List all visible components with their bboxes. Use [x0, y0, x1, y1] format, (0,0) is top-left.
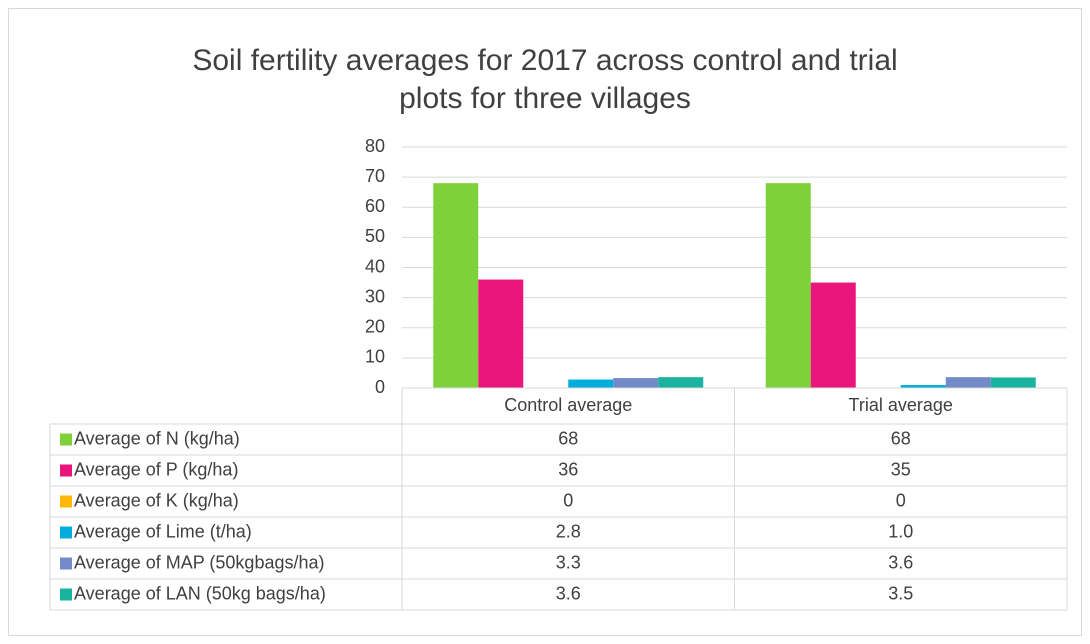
x-tick-label: Control average	[504, 395, 632, 415]
bar	[658, 377, 704, 388]
table-value: 3.3	[556, 552, 581, 572]
legend-label: Average of LAN (50kg bags/ha)	[74, 583, 326, 603]
table-value: 36	[558, 459, 578, 479]
legend-key	[60, 464, 72, 477]
bar	[765, 183, 811, 388]
y-tick-label: 0	[375, 377, 385, 397]
bar	[613, 378, 659, 388]
table-value: 3.6	[888, 552, 913, 572]
y-tick-label: 30	[365, 286, 385, 306]
bar	[945, 377, 991, 388]
x-tick-label: Trial average	[849, 395, 953, 415]
y-tick-label: 50	[365, 226, 385, 246]
legend-label: Average of P (kg/ha)	[74, 459, 238, 479]
y-tick-label: 80	[365, 136, 385, 156]
legend-label: Average of MAP (50kgbags/ha)	[74, 552, 325, 572]
bar	[478, 279, 524, 388]
y-tick-label: 70	[365, 166, 385, 186]
legend-key	[60, 557, 72, 570]
chart-title: Soil fertility averages for 2017 across …	[192, 44, 897, 115]
table-value: 2.8	[556, 521, 581, 541]
table-value: 1.0	[888, 521, 913, 541]
legend-label: Average of N (kg/ha)	[74, 428, 240, 448]
title-line: Soil fertility averages for 2017 across …	[192, 44, 897, 77]
table-value: 68	[558, 428, 578, 448]
table-value: 3.5	[888, 583, 913, 603]
table-value: 0	[563, 490, 573, 510]
bar	[990, 377, 1036, 388]
legend-key	[60, 433, 72, 446]
y-tick-label: 10	[365, 347, 385, 367]
bar	[568, 379, 614, 388]
legend-key	[60, 495, 72, 508]
legend-label: Average of Lime (t/ha)	[74, 521, 252, 541]
y-tick-label: 60	[365, 196, 385, 216]
bar	[433, 183, 479, 388]
bar	[810, 282, 856, 388]
table-value: 35	[891, 459, 911, 479]
legend-key	[60, 526, 72, 539]
y-tick-label: 20	[365, 317, 385, 337]
legend-key	[60, 588, 72, 601]
y-tick-label: 40	[365, 256, 385, 276]
bar	[900, 384, 946, 388]
title-line: plots for three villages	[399, 82, 691, 115]
legend-label: Average of K (kg/ha)	[74, 490, 239, 510]
chart-border	[8, 8, 1082, 636]
table-value: 68	[891, 428, 911, 448]
table-value: 3.6	[556, 583, 581, 603]
table-value: 0	[896, 490, 906, 510]
